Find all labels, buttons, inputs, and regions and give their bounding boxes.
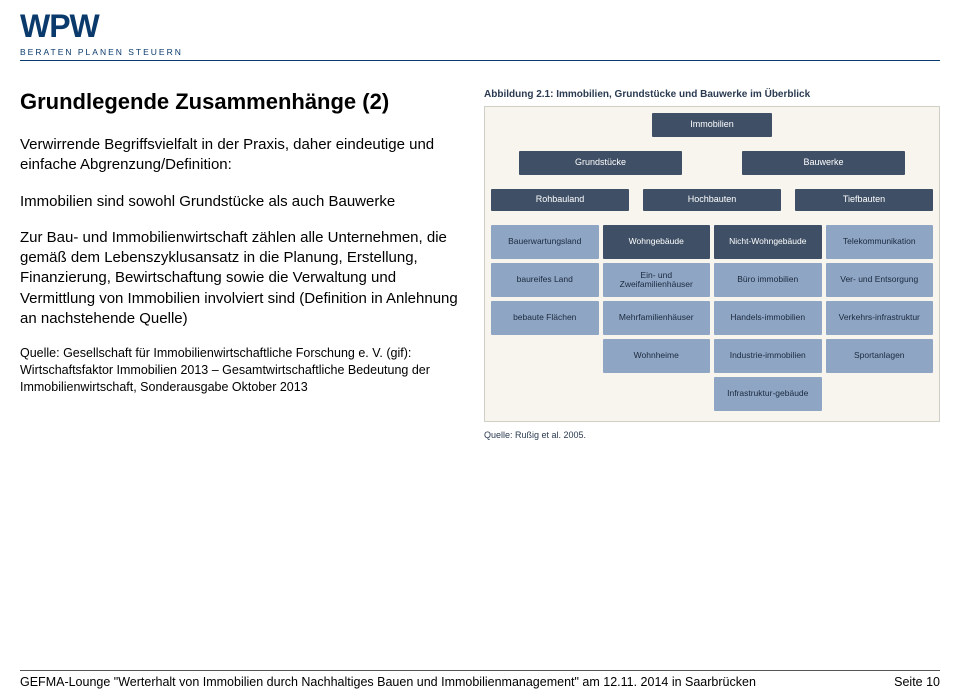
node-grundstuecke: Grundstücke	[519, 151, 682, 175]
node-versorgung: Ver- und Entsorgung	[826, 263, 934, 297]
footer-page: Seite 10	[894, 675, 940, 689]
node-handel: Handels-immobilien	[714, 301, 822, 335]
tree-diagram: Immobilien Grundstücke Bauwerke Rohbaula…	[484, 106, 940, 422]
node-wohnheime: Wohnheime	[603, 339, 711, 373]
node-rohbauland: Rohbauland	[491, 189, 629, 211]
node-immobilien: Immobilien	[652, 113, 772, 137]
figure-column: Abbildung 2.1: Immobilien, Grundstücke u…	[484, 89, 940, 440]
paragraph-definition: Immobilien sind sowohl Grundstücke als a…	[20, 192, 470, 212]
figure-source: Quelle: Rußig et al. 2005.	[484, 430, 940, 440]
page-title: Grundlegende Zusammenhänge (2)	[20, 89, 470, 115]
node-telekom: Telekommunikation	[826, 225, 934, 259]
logo-text: WPW	[20, 8, 99, 45]
figure-caption: Abbildung 2.1: Immobilien, Grundstücke u…	[484, 89, 940, 100]
tagline: BERATEN PLANEN STEUERN	[20, 45, 940, 61]
node-baureifes-land: baureifes Land	[491, 263, 599, 297]
main-content: Grundlegende Zusammenhänge (2) Verwirren…	[0, 65, 960, 440]
node-hochbauten: Hochbauten	[643, 189, 781, 211]
header: WPW BERATEN PLANEN STEUERN	[0, 0, 960, 65]
node-mfh: Mehrfamilienhäuser	[603, 301, 711, 335]
node-sport: Sportanlagen	[826, 339, 934, 373]
node-tiefbauten: Tiefbauten	[795, 189, 933, 211]
tree-root-row: Immobilien	[491, 113, 933, 137]
node-bebaute-flaechen: bebaute Flächen	[491, 301, 599, 335]
node-bauerwartungsland: Bauerwartungsland	[491, 225, 599, 259]
paragraph-intro: Verwirrende Begriffsvielfalt in der Prax…	[20, 135, 470, 176]
node-nicht-wohngebaeude: Nicht-Wohngebäude	[714, 225, 822, 259]
node-industrie: Industrie-immobilien	[714, 339, 822, 373]
text-column: Grundlegende Zusammenhänge (2) Verwirren…	[20, 89, 470, 440]
tree-grid: Bauerwartungsland Wohngebäude Nicht-Wohn…	[491, 225, 933, 411]
node-buero: Büro immobilien	[714, 263, 822, 297]
node-efh: Ein- und Zweifamilienhäuser	[603, 263, 711, 297]
tree-level1-row: Grundstücke Bauwerke	[491, 151, 933, 175]
logo: WPW	[20, 8, 940, 45]
footer-left: GEFMA-Lounge "Werterhalt von Immobilien …	[20, 675, 756, 689]
text-source: Quelle: Gesellschaft für Immobilienwirts…	[20, 345, 470, 396]
node-bauwerke: Bauwerke	[742, 151, 905, 175]
footer: GEFMA-Lounge "Werterhalt von Immobilien …	[0, 664, 960, 697]
node-infrastruktur: Infrastruktur-gebäude	[714, 377, 822, 411]
node-verkehr: Verkehrs-infrastruktur	[826, 301, 934, 335]
tree-level2-row: Rohbauland Hochbauten Tiefbauten	[491, 189, 933, 211]
paragraph-detail: Zur Bau- und Immobilienwirtschaft zählen…	[20, 228, 470, 329]
node-wohngebaeude: Wohngebäude	[603, 225, 711, 259]
